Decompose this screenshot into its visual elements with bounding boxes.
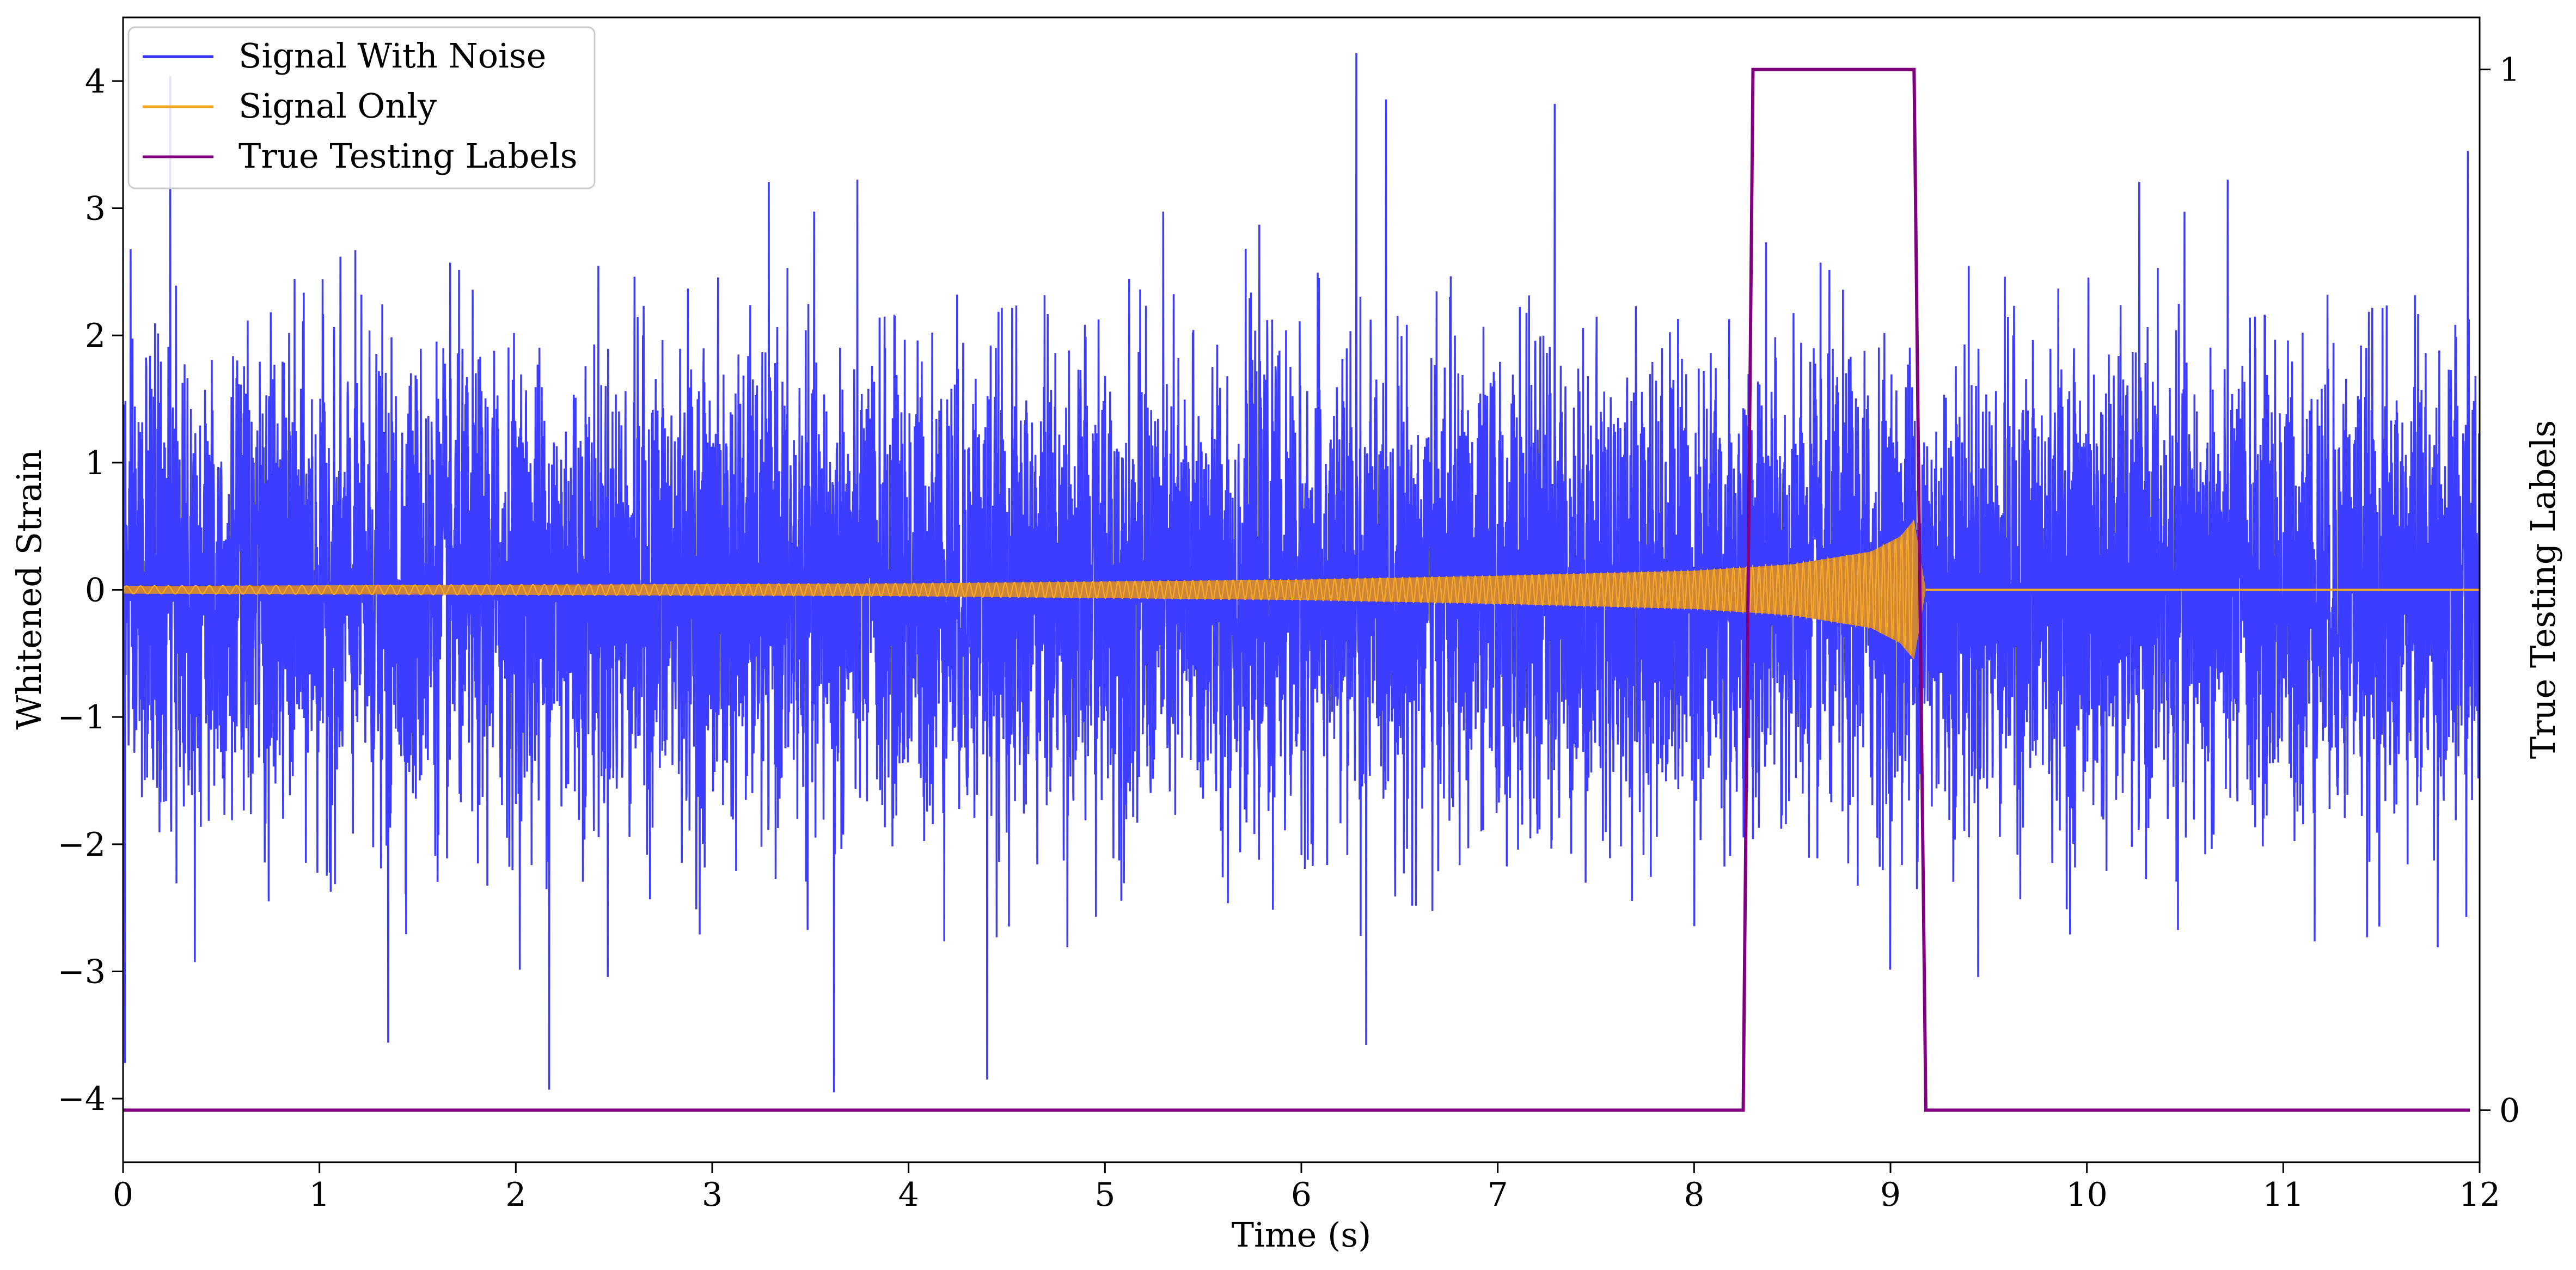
x-tick-label: 6 (1291, 1176, 1312, 1214)
series-signal-with-noise (123, 53, 2480, 1093)
series-signal-only (123, 519, 2480, 660)
y-tick-label: 0 (85, 572, 106, 610)
x-tick-label: 0 (113, 1176, 133, 1214)
x-tick-label: 4 (898, 1176, 919, 1214)
y-tick-label: 3 (85, 190, 106, 228)
plot-area (123, 53, 2480, 1112)
x-tick-label: 12 (2459, 1176, 2500, 1214)
legend-box (127, 26, 596, 189)
y-tick-label: −1 (58, 698, 106, 737)
x-tick-label: 1 (309, 1176, 330, 1214)
legend-label-signal-with-noise: Signal With Noise (238, 36, 546, 76)
y2-tick-label: 0 (2499, 1091, 2520, 1130)
x-tick-label: 11 (2262, 1176, 2304, 1214)
y-tick-label: 1 (85, 444, 106, 482)
legend-label-true-testing-labels: True Testing Labels (238, 136, 578, 176)
y-tick-label: −4 (58, 1080, 106, 1118)
x-tick-label: 9 (1880, 1176, 1901, 1214)
x-tick-label: 5 (1094, 1176, 1115, 1214)
x-axis-title: Time (s) (1232, 1215, 1372, 1255)
x-tick-label: 2 (505, 1176, 526, 1214)
y-tick-label: −3 (58, 953, 106, 991)
y-tick-label: 2 (85, 317, 106, 355)
series-true-testing-labels (123, 68, 2470, 1112)
y-tick-label: −2 (58, 826, 106, 864)
y-tick-label: 4 (85, 63, 106, 101)
x-tick-label: 10 (2066, 1176, 2107, 1214)
y2-tick-label: 1 (2499, 51, 2520, 89)
legend: Signal With Noise Signal Only True Testi… (127, 26, 596, 189)
y-axis-title: Whitened Strain (9, 450, 49, 730)
x-tick-label: 8 (1684, 1176, 1704, 1214)
x-tick-label: 3 (702, 1176, 723, 1214)
x-tick-label: 7 (1488, 1176, 1508, 1214)
y2-axis-title: True Testing Labels (2523, 420, 2563, 759)
legend-label-signal-only: Signal Only (238, 86, 437, 126)
